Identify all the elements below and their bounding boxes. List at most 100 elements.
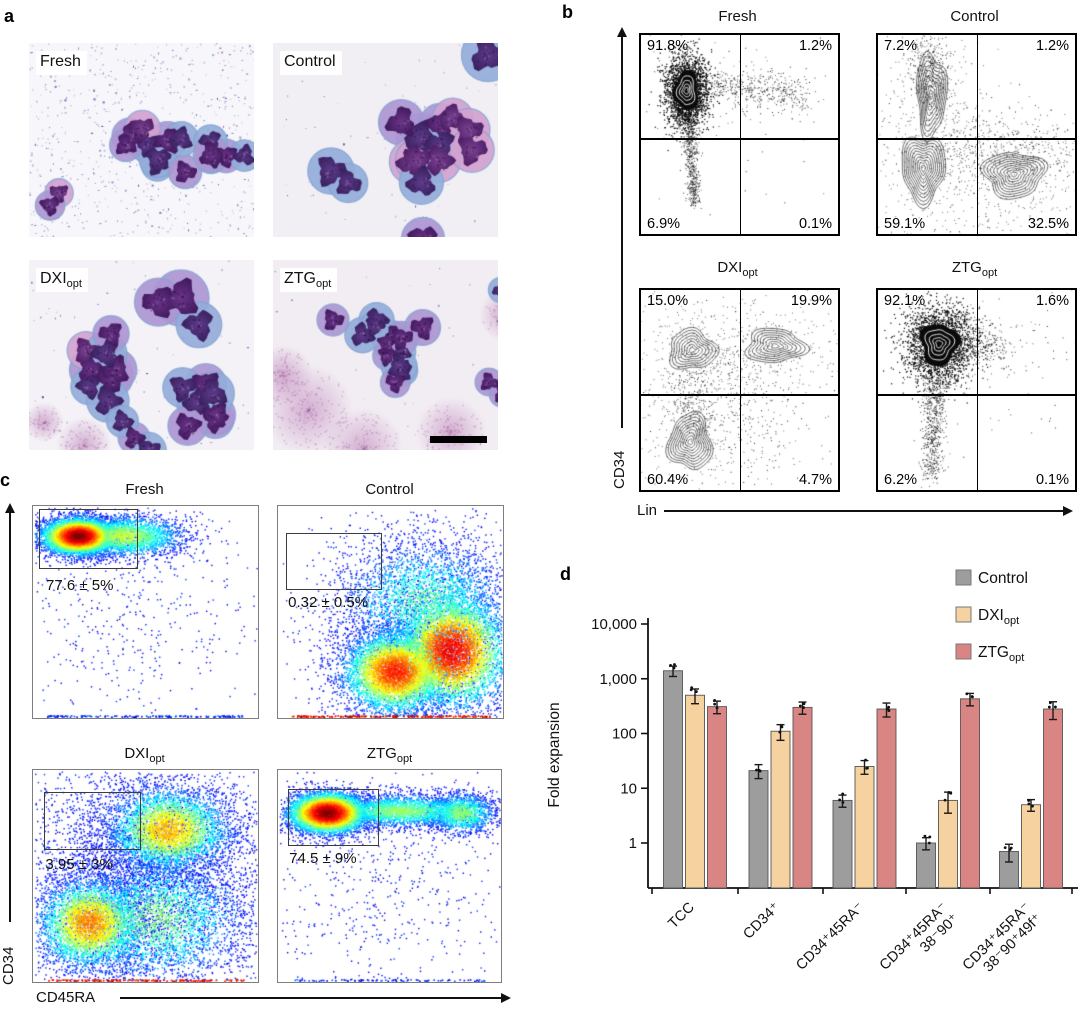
legend-label-ztg: ZTGopt bbox=[978, 644, 1024, 664]
quadrant-line-horizontal bbox=[878, 138, 1075, 141]
micrograph-ztg: ZTGopt bbox=[273, 260, 498, 450]
data-point bbox=[713, 702, 717, 706]
d-y-tick-label: 10,000 bbox=[591, 616, 637, 633]
b-y-axis-line bbox=[621, 36, 623, 428]
data-point bbox=[965, 692, 969, 696]
d-y-tick-label: 1 bbox=[629, 835, 637, 852]
data-point bbox=[755, 768, 758, 772]
data-point bbox=[928, 835, 932, 839]
quadrant-pct-bl: 59.1% bbox=[884, 216, 926, 232]
quadrant-pct-bl: 6.2% bbox=[884, 472, 918, 488]
d-y-tick-label: 100 bbox=[612, 726, 637, 743]
quadrant-pct-tr: 1.6% bbox=[1035, 293, 1069, 309]
data-point bbox=[866, 766, 869, 770]
data-point bbox=[672, 666, 676, 670]
micrograph-control: Control bbox=[273, 43, 498, 237]
flow-title-control: Control bbox=[950, 8, 999, 25]
bar-control-2 bbox=[832, 799, 853, 889]
micrograph-dxi: DXIopt bbox=[29, 260, 254, 450]
data-point bbox=[798, 704, 802, 708]
b-x-axis-label: Lin bbox=[637, 502, 658, 519]
quadrant-pct-tl: 7.2% bbox=[884, 38, 918, 54]
flow-plot-control: 7.2% 1.2% 59.1% 32.5% bbox=[876, 33, 1077, 236]
d-category-label: CD34⁺45RA⁻38⁻90⁺49f⁺ bbox=[960, 900, 1045, 985]
bar-dxi-1 bbox=[770, 730, 791, 889]
quadrant-pct-bl: 6.9% bbox=[647, 216, 681, 232]
quadrant-line-horizontal bbox=[641, 138, 838, 141]
bar-control-0 bbox=[663, 670, 683, 889]
legend-label-control: Control bbox=[978, 570, 1028, 587]
b-x-axis-line bbox=[664, 510, 1064, 512]
quadrant-pct-br: 0.1% bbox=[798, 216, 832, 232]
bar-ztg-1 bbox=[792, 706, 813, 889]
scatter-plot-control-canvas bbox=[278, 506, 503, 718]
d-y-tick-label: 1,000 bbox=[599, 671, 637, 688]
data-point bbox=[758, 769, 762, 773]
legend-swatch-ztg bbox=[955, 643, 972, 660]
quadrant-pct-tr: 1.2% bbox=[1035, 38, 1069, 54]
quadrant-pct-br: 0.1% bbox=[1035, 472, 1069, 488]
quadrant-pct-br: 4.7% bbox=[798, 472, 832, 488]
scale-bar bbox=[430, 436, 487, 443]
flow-title-ztg: ZTGopt bbox=[951, 259, 998, 279]
data-point bbox=[694, 690, 698, 693]
d-category-label: TCC bbox=[665, 900, 697, 932]
quadrant-pct-br: 32.5% bbox=[1027, 216, 1069, 232]
data-point bbox=[886, 707, 890, 711]
c-y-axis-arrowhead bbox=[5, 503, 15, 513]
data-point bbox=[1031, 804, 1034, 808]
c-y-axis-line bbox=[9, 512, 11, 922]
panel-letter-b: b bbox=[562, 2, 573, 22]
gate-rectangle bbox=[39, 509, 138, 570]
panel-letter-d: d bbox=[560, 564, 571, 584]
flow-title-fresh: Fresh bbox=[718, 8, 757, 25]
d-y-tick-label: 10 bbox=[620, 780, 637, 797]
gate-percentage: 0.32 ± 0.5% bbox=[288, 593, 369, 611]
data-point bbox=[669, 663, 672, 667]
bar-control-1 bbox=[748, 770, 769, 889]
c-x-axis-arrowhead bbox=[501, 993, 511, 1003]
quadrant-line-vertical bbox=[739, 35, 742, 234]
d-category-label: CD34⁺45RA⁻38⁻90⁺ bbox=[877, 900, 962, 985]
data-point bbox=[715, 706, 719, 710]
panel-letter-a: a bbox=[4, 6, 15, 26]
gate-percentage: 3.95 ± 3% bbox=[45, 855, 113, 873]
data-point bbox=[780, 725, 784, 729]
b-x-axis-arrowhead bbox=[1063, 506, 1073, 516]
legend-swatch-control bbox=[955, 569, 972, 586]
d-category-label: CD34⁺ bbox=[740, 900, 783, 943]
quadrant-line-vertical bbox=[976, 35, 979, 234]
quadrant-pct-tr: 19.9% bbox=[790, 293, 832, 309]
micrograph-fresh: Fresh bbox=[29, 43, 254, 237]
bar-ztg-3 bbox=[960, 698, 980, 889]
data-point bbox=[802, 702, 806, 706]
data-point bbox=[970, 695, 974, 698]
micrograph-fresh-image bbox=[29, 43, 254, 237]
data-point bbox=[841, 792, 845, 796]
micrograph-label: DXIopt bbox=[36, 268, 88, 292]
quadrant-pct-bl: 60.4% bbox=[647, 472, 689, 488]
data-point bbox=[838, 798, 842, 802]
gate-percentage: 74.5 ± 9% bbox=[289, 849, 357, 867]
scatter-title-control: Control bbox=[365, 481, 414, 498]
data-point bbox=[864, 758, 867, 762]
data-point bbox=[802, 706, 805, 709]
b-y-axis-arrowhead bbox=[617, 27, 627, 37]
micrograph-label: Fresh bbox=[36, 51, 87, 75]
gate-percentage: 77.6 ± 5% bbox=[46, 577, 114, 595]
scatter-plot-fresh: 77.6 ± 5% bbox=[32, 505, 259, 719]
data-point bbox=[1054, 705, 1057, 709]
data-point bbox=[1048, 701, 1052, 705]
scatter-title-ztg: ZTGopt bbox=[366, 745, 413, 765]
data-point bbox=[949, 791, 953, 795]
d-y-axis-label: Fold expansion bbox=[546, 702, 563, 807]
scatter-plot-fresh-canvas bbox=[33, 506, 258, 718]
bar-ztg-2 bbox=[876, 708, 897, 889]
gate-rectangle bbox=[285, 532, 383, 590]
scatter-plot-control: 0.32 ± 0.5% bbox=[277, 505, 504, 719]
scatter-plot-dxi-canvas bbox=[33, 770, 258, 982]
bar-ztg-4 bbox=[1043, 708, 1063, 889]
c-x-axis-line bbox=[120, 997, 502, 999]
